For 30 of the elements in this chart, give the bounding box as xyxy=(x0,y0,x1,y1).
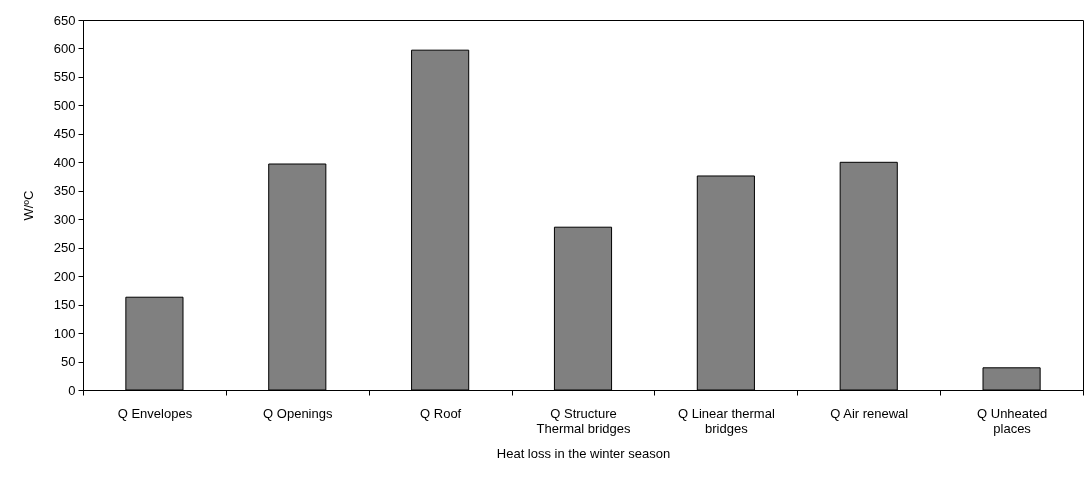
y-tick-label: 300 xyxy=(53,211,76,227)
x-tick-label: Q Roof xyxy=(420,405,462,421)
bar xyxy=(696,175,755,391)
bar xyxy=(125,296,184,391)
x-axis-title: Heat loss in the winter season xyxy=(496,445,671,461)
y-tick-label: 500 xyxy=(53,97,76,113)
bar xyxy=(411,49,470,391)
x-tick-label: Q Structure Thermal bridges xyxy=(536,405,631,436)
x-tick-label: Q Unheated places xyxy=(977,405,1048,436)
bar xyxy=(982,367,1041,391)
x-tick-label: Q Linear thermal bridges xyxy=(677,405,775,436)
y-axis-title: W/ºC xyxy=(20,190,36,221)
bar xyxy=(839,161,898,391)
y-tick-label: 450 xyxy=(53,126,76,142)
y-tick-label: 350 xyxy=(53,183,76,199)
bar xyxy=(268,163,327,391)
bar xyxy=(553,226,613,391)
y-tick-label: 200 xyxy=(53,268,76,284)
y-tick-label: 150 xyxy=(53,297,76,313)
y-tick-label: 400 xyxy=(53,154,76,170)
y-tick-label: 550 xyxy=(53,69,76,85)
y-tick-label: 100 xyxy=(53,325,76,341)
y-tick-label: 650 xyxy=(53,12,76,28)
x-tick-label: Q Envelopes xyxy=(117,405,193,421)
x-tick-label: Q Openings xyxy=(263,405,333,421)
x-tick-label: Q Air renewal xyxy=(830,405,909,421)
y-tick-label: 600 xyxy=(53,40,76,56)
y-tick-label: 50 xyxy=(61,354,76,370)
y-tick-label: 0 xyxy=(68,382,76,398)
y-tick-label: 250 xyxy=(53,240,76,256)
